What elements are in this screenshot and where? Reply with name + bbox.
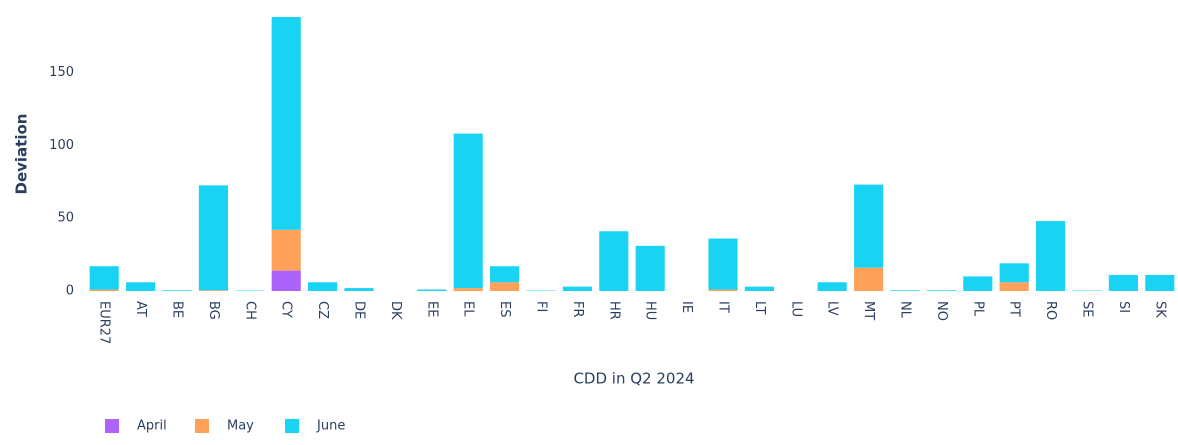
bar-segment	[890, 290, 919, 291]
y-tick-label: 0	[66, 284, 74, 299]
x-tick-label: FR	[570, 301, 585, 318]
x-tick-label: BE	[170, 301, 185, 318]
x-tick-label: AT	[133, 301, 148, 317]
x-tick-label: SE	[1080, 301, 1095, 317]
bar-segment	[963, 276, 992, 291]
x-tick-label: PL	[970, 301, 985, 317]
bar-segment	[162, 290, 191, 291]
bar-segment	[927, 290, 956, 291]
bar-segment	[1036, 221, 1065, 291]
x-tick-label: SK	[1152, 301, 1167, 318]
legend-label: June	[316, 419, 345, 434]
bar-segment	[272, 271, 301, 291]
y-tick-label: 100	[49, 138, 74, 153]
bar-segment	[454, 134, 483, 288]
legend-label: April	[137, 419, 167, 434]
x-tick-label: NO	[934, 301, 949, 321]
x-tick-label: EUR27	[97, 301, 112, 344]
legend-swatch	[195, 419, 209, 433]
x-axis-title: CDD in Q2 2024	[573, 370, 694, 388]
bar-segment	[854, 185, 883, 268]
x-tick-label: LU	[788, 301, 803, 317]
bar-segment	[490, 282, 519, 291]
x-tick-label: LT	[752, 301, 767, 314]
bar-segment	[417, 290, 446, 291]
bar-segment	[90, 266, 119, 289]
x-tick-label: IE	[679, 301, 694, 313]
bar-segment	[1109, 275, 1138, 291]
x-tick-label: ES	[497, 301, 512, 317]
bar-segment	[454, 288, 483, 291]
bar-segment	[199, 185, 228, 290]
x-tick-label: HU	[643, 301, 658, 320]
x-tick-label: LV	[825, 301, 840, 316]
legend-label: May	[227, 419, 254, 434]
bar-segment	[308, 282, 337, 291]
bar-segment	[1145, 275, 1174, 291]
y-axis-title: Deviation	[13, 114, 31, 195]
x-tick-label: DK	[388, 301, 403, 320]
bar-segment	[272, 230, 301, 271]
bar-segment	[708, 239, 737, 290]
bar-segment	[854, 268, 883, 291]
legend-swatch	[105, 419, 119, 433]
bar-segment	[1000, 282, 1029, 291]
bar-segment	[599, 231, 628, 291]
bar-segment	[745, 287, 774, 291]
x-tick-label: FI	[534, 301, 549, 312]
x-tick-label: CY	[279, 301, 294, 318]
bar-segment	[563, 287, 592, 291]
bar-segment	[1000, 263, 1029, 282]
bar-segment	[490, 266, 519, 282]
x-tick-label: CH	[242, 301, 257, 320]
bar-segment	[90, 290, 119, 291]
x-tick-label: RO	[1043, 301, 1058, 320]
y-tick-label: 150	[49, 65, 74, 80]
x-tick-label: BG	[206, 301, 221, 320]
x-tick-label: MT	[861, 301, 876, 320]
x-tick-label: SI	[1116, 301, 1131, 313]
bar-segment	[126, 282, 155, 291]
x-tick-label: DE	[352, 301, 367, 319]
x-tick-label: NL	[898, 301, 913, 319]
bar-segment	[272, 17, 301, 230]
x-tick-label: IT	[716, 301, 731, 313]
x-tick-label: EL	[461, 301, 476, 317]
bar-segment	[708, 290, 737, 291]
x-tick-label: HR	[606, 301, 621, 320]
x-tick-label: PT	[1007, 301, 1022, 317]
bar-segment	[636, 246, 665, 291]
bar-segment	[344, 288, 373, 291]
bar-segment	[818, 282, 847, 291]
x-tick-label: EE	[424, 301, 439, 317]
x-tick-label: CZ	[315, 301, 330, 319]
y-tick-label: 50	[57, 211, 74, 226]
bar-segment	[199, 290, 228, 291]
legend-swatch	[285, 419, 299, 433]
